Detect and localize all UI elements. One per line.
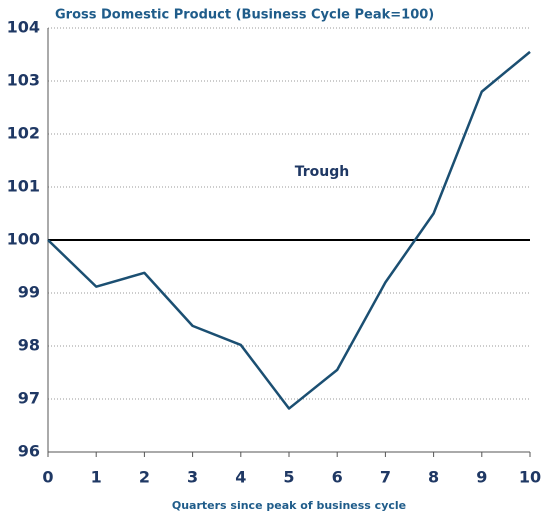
y-tick-label: 99 [18,283,40,302]
y-tick-label: 97 [18,389,40,408]
chart-title: Gross Domestic Product (Business Cycle P… [55,8,434,23]
y-tick-label: 101 [7,177,40,196]
y-tick-label: 104 [7,18,40,37]
y-tick-label: 96 [18,442,40,461]
x-tick-label: 1 [91,468,102,487]
x-tick-label: 9 [476,468,487,487]
x-tick-label: 2 [139,468,150,487]
data-line [47,50,531,410]
y-tick-label: 102 [7,124,40,143]
annotation: Trough [295,164,350,180]
x-tick-label: 8 [428,468,439,487]
x-axis-label: Quarters since peak of business cycle [172,499,406,512]
x-tick-label: 3 [187,468,198,487]
y-tick-label: 103 [7,71,40,90]
x-tick-label: 7 [380,468,391,487]
x-tick-label: 5 [283,468,294,487]
x-tick-label: 6 [332,468,343,487]
x-tick-label: 4 [235,468,246,487]
y-tick-label: 98 [18,336,40,355]
x-tick-label: 10 [519,468,541,487]
y-tick-label: 100 [7,230,40,249]
x-tick-label: 0 [42,468,53,487]
